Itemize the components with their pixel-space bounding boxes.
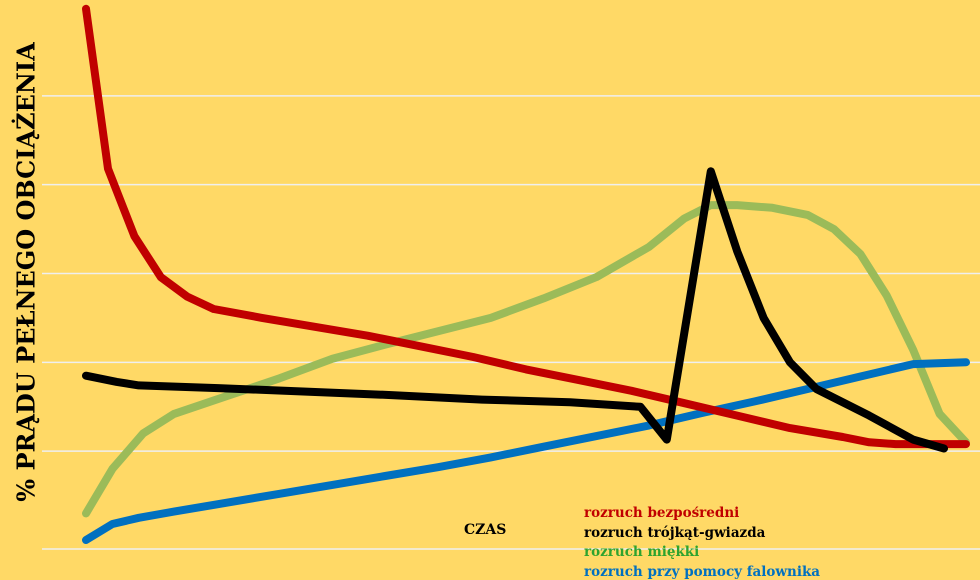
grid-lines <box>42 95 980 550</box>
x-axis-label: CZAS <box>464 522 507 538</box>
legend-entry-inverter: rozruch przy pomocy falownika <box>584 563 821 580</box>
series-line-direct <box>82 4 970 449</box>
series-line-star-delta <box>82 167 948 453</box>
series-line-inverter <box>82 358 970 544</box>
legend: rozruch bezpośredni rozruch trójkąt-gwia… <box>584 504 820 580</box>
series-line-soft <box>82 201 970 518</box>
legend-entry-soft: rozruch miękki <box>584 544 700 560</box>
y-axis-label: % PRĄDU PEŁNEGO OBCIĄŻENIA <box>11 42 41 502</box>
series-lines <box>82 4 970 544</box>
legend-entry-star-delta: rozruch trójkąt-gwiazda <box>584 524 766 541</box>
legend-entry-direct: rozruch bezpośredni <box>584 505 740 521</box>
